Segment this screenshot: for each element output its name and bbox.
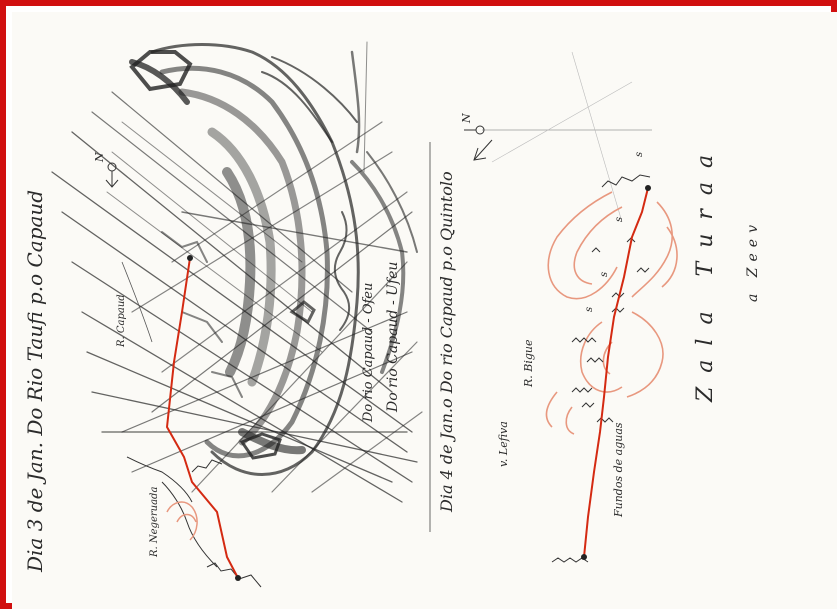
middle-note-2: Do rio Capaud - Ofeu xyxy=(361,283,376,423)
sketch-map-canvas: N Dia 3 de Jan. Do Rio Taufi p.o Capaud … xyxy=(23,41,761,588)
right-note-label: Fundos de aguas xyxy=(612,422,625,518)
notebook-page: N Dia 3 de Jan. Do Rio Taufi p.o Capaud … xyxy=(12,12,837,609)
north-arrow-icon xyxy=(464,125,493,161)
right-region-label: Zala Turaa xyxy=(693,141,718,403)
svg-text:s: s xyxy=(614,217,625,222)
right-river-label: R. Bigue xyxy=(522,339,535,388)
right-route-line xyxy=(583,187,649,558)
svg-text:s: s xyxy=(599,272,610,277)
left-camp-label: R. Capaud xyxy=(116,294,127,348)
camp-marker xyxy=(645,185,651,191)
left-map-heading: Dia 3 de Jan. Do Rio Taufi p.o Capaud xyxy=(23,190,47,573)
left-route-map: N Dia 3 de Jan. Do Rio Taufi p.o Capaud … xyxy=(23,152,262,588)
svg-text:s: s xyxy=(634,152,645,157)
contour-lines xyxy=(545,191,678,435)
hill-hatching xyxy=(551,174,651,563)
ridge-marks: s s s s xyxy=(584,152,645,312)
camp-marker xyxy=(187,255,193,261)
right-people-label: a Zeev xyxy=(745,219,761,302)
middle-annotations: Dia 4 de Jan.o Do rio Capaud p.o Quintol… xyxy=(361,142,456,532)
left-route-line xyxy=(165,257,239,579)
svg-text:s: s xyxy=(584,307,595,312)
middle-note-1: Do rio Capaud - Ufeu xyxy=(385,262,401,413)
right-route-map: N xyxy=(460,51,761,563)
right-village-label: v. Lefiva xyxy=(497,421,510,467)
north-arrow-icon xyxy=(105,162,119,188)
camp-marker xyxy=(581,554,587,560)
middle-heading: Dia 4 de Jan.o Do rio Capaud p.o Quintol… xyxy=(437,171,456,513)
charcoal-mountain-sketch xyxy=(51,41,423,503)
right-north-label: N xyxy=(460,113,473,124)
left-north-label: N xyxy=(93,152,106,163)
left-river-label: R. Negeruada xyxy=(149,487,160,558)
camp-marker xyxy=(235,575,241,581)
